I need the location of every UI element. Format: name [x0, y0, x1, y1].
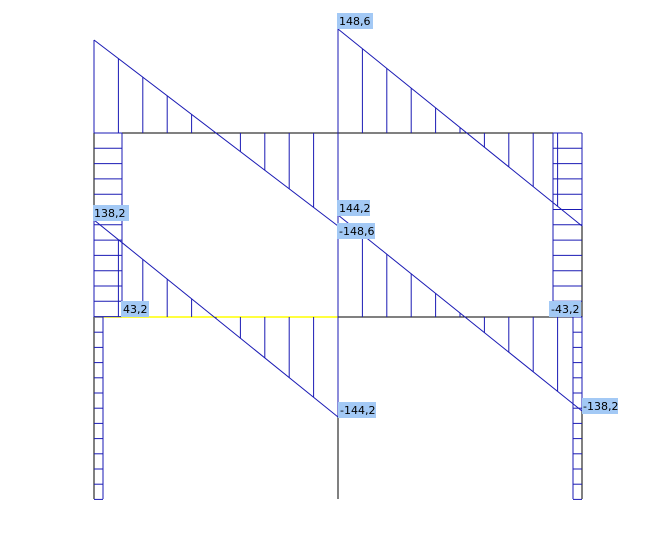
- value-label-neg-43-2: -43,2: [549, 301, 581, 317]
- label-background: [337, 223, 375, 239]
- label-text: 144,2: [339, 202, 371, 215]
- value-label-neg-144-2: -144,2: [338, 402, 376, 418]
- label-text: 148,6: [339, 15, 371, 28]
- value-label-43-2: 43,2: [121, 301, 149, 317]
- shear-diagram-hatching: [93, 28, 583, 500]
- label-background: [121, 301, 149, 317]
- value-label-138-2: 138,2: [93, 205, 129, 221]
- label-background: [582, 398, 618, 414]
- top-beam-left-diagram-outline: [93, 39, 339, 227]
- value-label-neg-148-6: -148,6: [337, 223, 375, 239]
- label-text: 43,2: [123, 303, 148, 316]
- value-label-144-2: 144,2: [337, 200, 371, 216]
- label-background: [338, 402, 376, 418]
- label-text: -148,6: [339, 225, 374, 238]
- label-text: -144,2: [340, 404, 375, 417]
- value-label-neg-138-2: -138,2: [582, 398, 618, 414]
- label-text: 138,2: [94, 207, 126, 220]
- label-background: [337, 13, 373, 29]
- label-background: [549, 301, 581, 317]
- label-background: [337, 200, 370, 216]
- label-background: [93, 205, 129, 221]
- value-label-148-6: 148,6: [337, 13, 373, 29]
- label-text: -43,2: [551, 303, 579, 316]
- label-text: -138,2: [583, 400, 618, 413]
